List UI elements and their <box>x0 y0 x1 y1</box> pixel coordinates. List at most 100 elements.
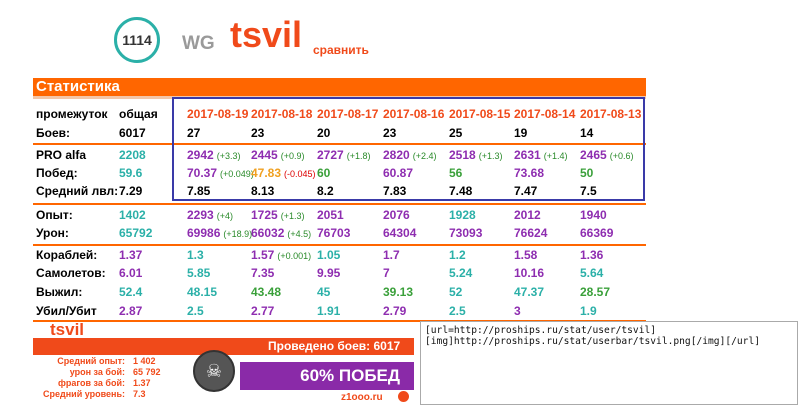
row-label: Кораблей: <box>36 248 98 262</box>
cell-value: 25 <box>449 126 463 140</box>
table-cell: 1.05 <box>317 248 340 262</box>
win-rate-text: 60% ПОБЕД <box>300 366 400 385</box>
table-cell: 23 <box>251 126 264 140</box>
cell-value: 39.13 <box>383 285 414 299</box>
row-label: Убил/Убит <box>36 304 97 318</box>
table-cell: 69986 (+18.9) <box>187 226 252 240</box>
cell-value: 2.79 <box>383 304 407 318</box>
cell-value: 1725 <box>251 208 278 222</box>
cell-value: 7.29 <box>119 184 143 198</box>
table-cell: 27 <box>187 126 200 140</box>
cell-value: 52 <box>449 285 463 299</box>
cell-delta: (+0.6) <box>609 151 634 161</box>
player-nickname: tsvil <box>230 14 303 55</box>
cell-value: 65792 <box>119 226 153 240</box>
table-cell: 45 <box>317 285 330 299</box>
table-cell: 5.24 <box>449 266 472 280</box>
cell-value: 1.57 <box>251 248 275 262</box>
rank-badge: 1114 <box>114 17 160 63</box>
cell-delta: (+1.3) <box>280 211 305 221</box>
table-cell: 7 <box>383 266 390 280</box>
cell-delta: (+0.001) <box>277 251 312 261</box>
table-cell: 2293 (+4) <box>187 208 233 222</box>
signature-value: 1 402 <box>133 356 156 366</box>
table-cell: 2051 <box>317 208 344 222</box>
cell-value: 1.58 <box>514 248 538 262</box>
cell-value: 10.16 <box>514 266 545 280</box>
row-label: Опыт: <box>36 208 73 222</box>
cell-value: 66032 <box>251 226 285 240</box>
cell-value: 23 <box>251 126 265 140</box>
row-label: Урон: <box>36 226 69 240</box>
table-cell: 2727 (+1.8) <box>317 148 370 162</box>
table-cell: 28.57 <box>580 285 610 299</box>
signature-value: 1.37 <box>133 378 151 388</box>
cell-value: 7.85 <box>187 184 211 198</box>
cell-value: 2.5 <box>187 304 204 318</box>
cell-value: 2076 <box>383 208 410 222</box>
table-cell: 2820 (+2.4) <box>383 148 436 162</box>
cell-value: 1.05 <box>317 248 341 262</box>
cell-value: 48.15 <box>187 285 218 299</box>
table-cell: 6017 <box>119 126 146 140</box>
cell-value: 2.77 <box>251 304 275 318</box>
cell-delta: (+3.3) <box>216 151 241 161</box>
column-header-date: 2017-08-14 <box>514 107 576 121</box>
cell-value: 64304 <box>383 226 417 240</box>
column-header-period: промежуток <box>36 107 108 121</box>
table-row-divider <box>33 143 646 145</box>
bbcode-textarea[interactable]: [url=http://proships.ru/stat/user/tsvil]… <box>420 321 798 405</box>
clan-tag[interactable]: WG <box>182 33 215 54</box>
cell-value: 76624 <box>514 226 548 240</box>
table-cell: 1.58 <box>514 248 537 262</box>
cell-delta: (+0.049) <box>220 169 254 179</box>
table-cell: 52.4 <box>119 285 142 299</box>
cell-value: 52.4 <box>119 285 143 299</box>
compare-link[interactable]: сравнить <box>313 43 369 57</box>
table-cell: 70.37 (+0.049) <box>187 166 254 180</box>
cell-value: 2727 <box>317 148 344 162</box>
table-cell: 1.3 <box>187 248 204 262</box>
table-cell: 10.16 <box>514 266 544 280</box>
column-header-date: 2017-08-18 <box>251 107 313 121</box>
table-cell: 47.37 <box>514 285 544 299</box>
cell-value: 23 <box>383 126 397 140</box>
column-header-date: 2017-08-13 <box>580 107 642 121</box>
cell-value: 73093 <box>449 226 483 240</box>
cell-value: 47.83 <box>251 166 282 180</box>
cell-delta: (+1.8) <box>346 151 371 161</box>
cell-value: 1.3 <box>187 248 204 262</box>
cell-value: 76703 <box>317 226 351 240</box>
cell-value: 69986 <box>187 226 221 240</box>
signature-value: 7.3 <box>133 389 146 399</box>
site-watermark: z1ooo.ru <box>341 392 383 403</box>
table-cell: 2445 (+0.9) <box>251 148 304 162</box>
table-row-divider <box>33 244 646 246</box>
table-cell: 7.29 <box>119 184 142 198</box>
table-cell: 8.2 <box>317 184 334 198</box>
table-cell: 65792 <box>119 226 152 240</box>
cell-delta: (+18.9) <box>223 229 253 239</box>
cell-value: 8.2 <box>317 184 334 198</box>
cell-value: 1.36 <box>580 248 604 262</box>
cell-value: 6017 <box>119 126 146 140</box>
table-cell: 50 <box>580 166 593 180</box>
cell-value: 2051 <box>317 208 344 222</box>
skull-emblem-icon: ☠ <box>193 350 235 392</box>
cell-value: 9.95 <box>317 266 341 280</box>
cell-value: 2012 <box>514 208 541 222</box>
row-label: Самолетов: <box>36 266 106 280</box>
table-cell: 2518 (+1.3) <box>449 148 502 162</box>
cell-value: 2465 <box>580 148 607 162</box>
table-cell: 2012 <box>514 208 541 222</box>
column-header-total: общая <box>119 107 158 121</box>
table-cell: 60.87 <box>383 166 413 180</box>
cell-value: 2208 <box>119 148 146 162</box>
table-cell: 2.79 <box>383 304 406 318</box>
row-label: Средний лвл: <box>36 184 119 198</box>
column-header-date: 2017-08-17 <box>317 107 379 121</box>
table-cell: 5.85 <box>187 266 210 280</box>
table-cell: 66032 (+4.5) <box>251 226 311 240</box>
cell-value: 28.57 <box>580 285 611 299</box>
table-cell: 8.13 <box>251 184 274 198</box>
